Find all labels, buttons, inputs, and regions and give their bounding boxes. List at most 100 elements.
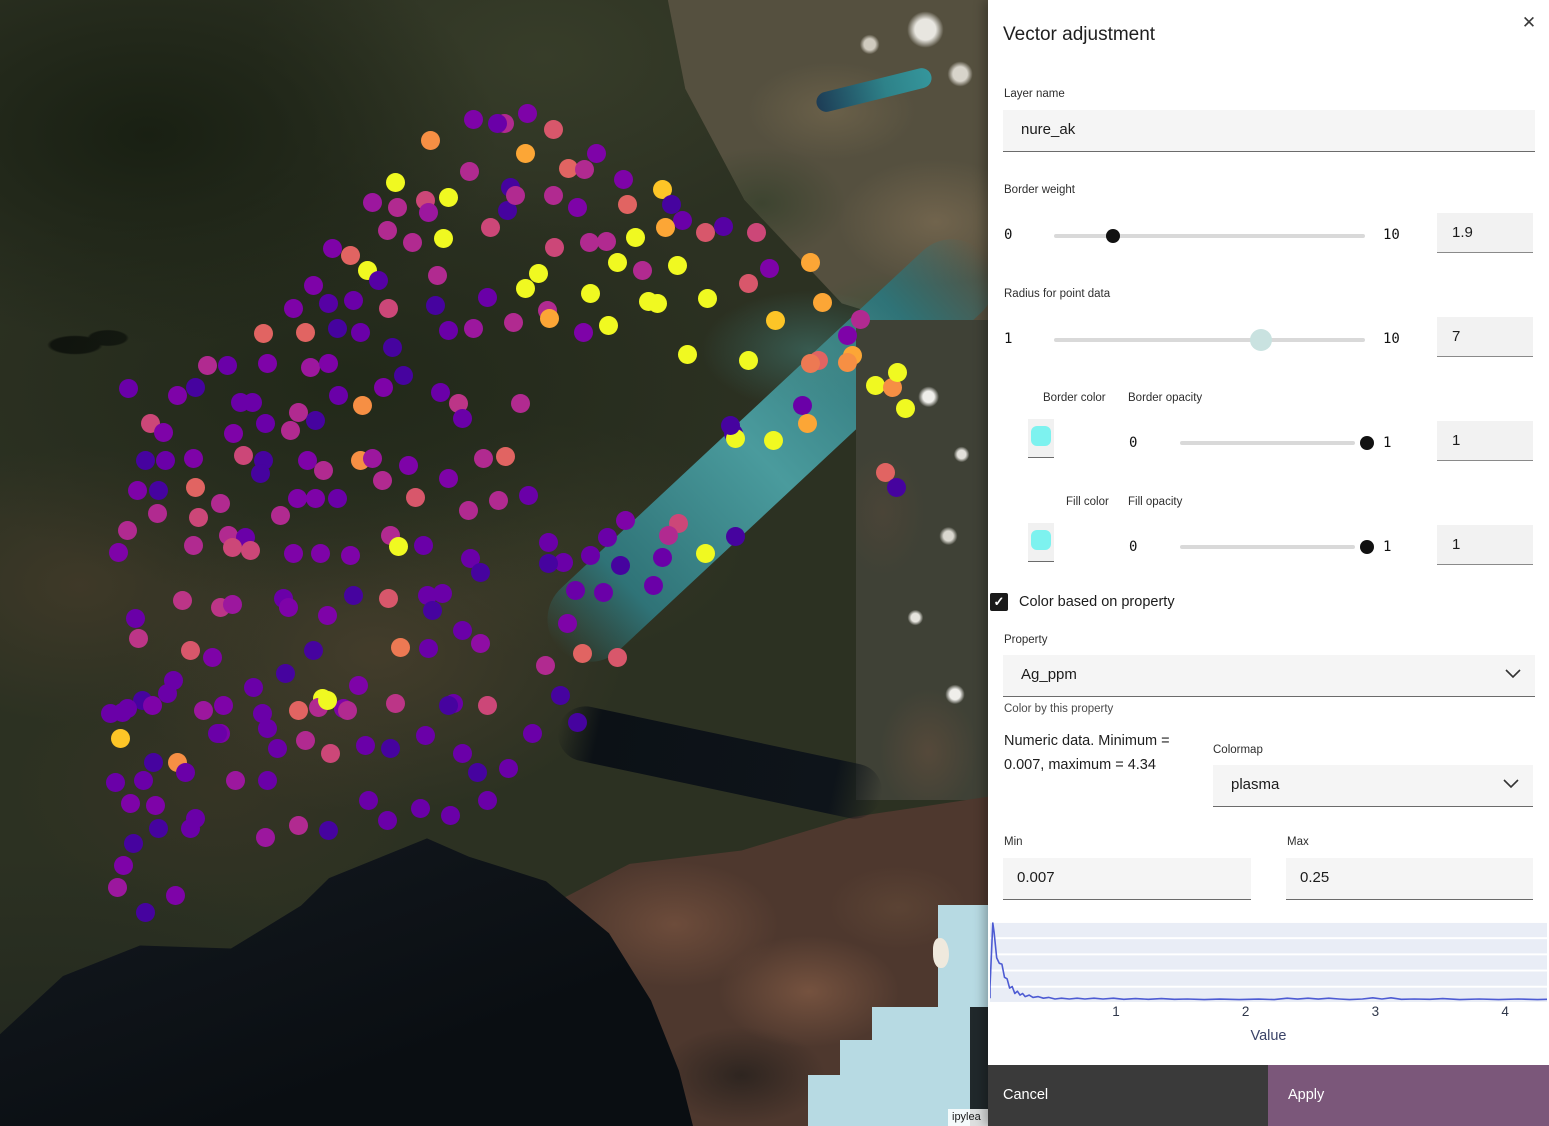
map-point[interactable] [586,143,606,163]
map-point[interactable] [358,790,378,810]
map-point[interactable] [765,310,785,330]
map-point[interactable] [350,322,370,342]
map-point[interactable] [148,818,168,838]
map-point[interactable] [100,703,120,723]
map-point[interactable] [372,470,392,490]
map-point[interactable] [535,655,555,675]
map-point[interactable] [415,725,435,745]
map-point[interactable] [183,535,203,555]
map-point[interactable] [257,718,277,738]
border-weight-slider[interactable] [1054,234,1365,238]
map-point[interactable] [425,295,445,315]
map-point[interactable] [142,695,162,715]
map-point[interactable] [725,526,745,546]
map-point[interactable] [458,500,478,520]
map-point[interactable] [210,493,230,513]
map-point[interactable] [135,450,155,470]
map-point[interactable] [498,758,518,778]
map-point[interactable] [477,790,497,810]
map-point[interactable] [422,600,442,620]
map-point[interactable] [305,410,325,430]
fill-color-picker[interactable] [1028,523,1054,562]
map-point[interactable] [388,536,408,556]
map-point[interactable] [278,597,298,617]
radius-slider-handle[interactable] [1250,329,1272,351]
map-point[interactable] [515,278,535,298]
map-point[interactable] [875,462,895,482]
map-point[interactable] [652,179,672,199]
map-point[interactable] [300,357,320,377]
map-point[interactable] [287,488,307,508]
map-point[interactable] [352,395,372,415]
border-opacity-slider[interactable] [1180,441,1355,445]
map-point[interactable] [378,298,398,318]
map-point[interactable] [222,537,242,557]
map-point[interactable] [655,217,675,237]
map-point[interactable] [610,555,630,575]
map-point[interactable] [865,375,885,395]
map-point[interactable] [487,113,507,133]
map-point[interactable] [320,743,340,763]
map-point[interactable] [280,420,300,440]
map-point[interactable] [515,143,535,163]
map-point[interactable] [255,413,275,433]
map-point[interactable] [107,877,127,897]
map-point[interactable] [837,325,857,345]
map-point[interactable] [438,468,458,488]
property-dropdown[interactable]: Ag_ppm [1003,655,1535,697]
map-point[interactable] [155,450,175,470]
map[interactable]: ipylea [0,0,988,1126]
max-input[interactable]: 0.25 [1286,858,1533,900]
map-point[interactable] [463,318,483,338]
map-point[interactable] [503,312,523,332]
map-point[interactable] [328,385,348,405]
map-point[interactable] [318,353,338,373]
map-point[interactable] [812,292,832,312]
map-point[interactable] [539,308,559,328]
map-point[interactable] [413,535,433,555]
map-point[interactable] [327,318,347,338]
fill-opacity-slider[interactable] [1180,545,1355,549]
map-point[interactable] [295,730,315,750]
map-point[interactable] [470,633,490,653]
apply-button[interactable]: Apply [1268,1065,1549,1126]
min-input[interactable]: 0.007 [1003,858,1251,900]
map-point[interactable] [113,855,133,875]
map-point[interactable] [632,260,652,280]
map-point[interactable] [340,245,360,265]
map-point[interactable] [497,200,517,220]
map-point[interactable] [643,575,663,595]
map-point[interactable] [252,703,272,723]
radius-value-input[interactable]: 7 [1437,317,1533,357]
map-point[interactable] [538,532,558,552]
map-point[interactable] [505,185,525,205]
map-point[interactable] [390,637,410,657]
map-point[interactable] [183,448,203,468]
map-point[interactable] [402,232,422,252]
map-point[interactable] [418,638,438,658]
map-point[interactable] [887,362,907,382]
map-point[interactable] [322,238,342,258]
map-point[interactable] [792,395,812,415]
map-point[interactable] [452,620,472,640]
map-point[interactable] [382,337,402,357]
map-point[interactable] [275,663,295,683]
map-point[interactable] [607,252,627,272]
map-point[interactable] [180,640,200,660]
map-point[interactable] [543,119,563,139]
map-point[interactable] [295,322,315,342]
map-point[interactable] [463,109,483,129]
map-point[interactable] [133,770,153,790]
map-point[interactable] [697,288,717,308]
map-point[interactable] [317,605,337,625]
map-point[interactable] [738,273,758,293]
map-point[interactable] [387,197,407,217]
fill-opacity-value-input[interactable]: 1 [1437,525,1533,565]
map-point[interactable] [800,252,820,272]
map-point[interactable] [188,507,208,527]
colormap-dropdown[interactable]: plasma [1213,765,1533,807]
map-point[interactable] [477,695,497,715]
map-point[interactable] [720,415,740,435]
map-point[interactable] [108,542,128,562]
map-point[interactable] [448,393,468,413]
